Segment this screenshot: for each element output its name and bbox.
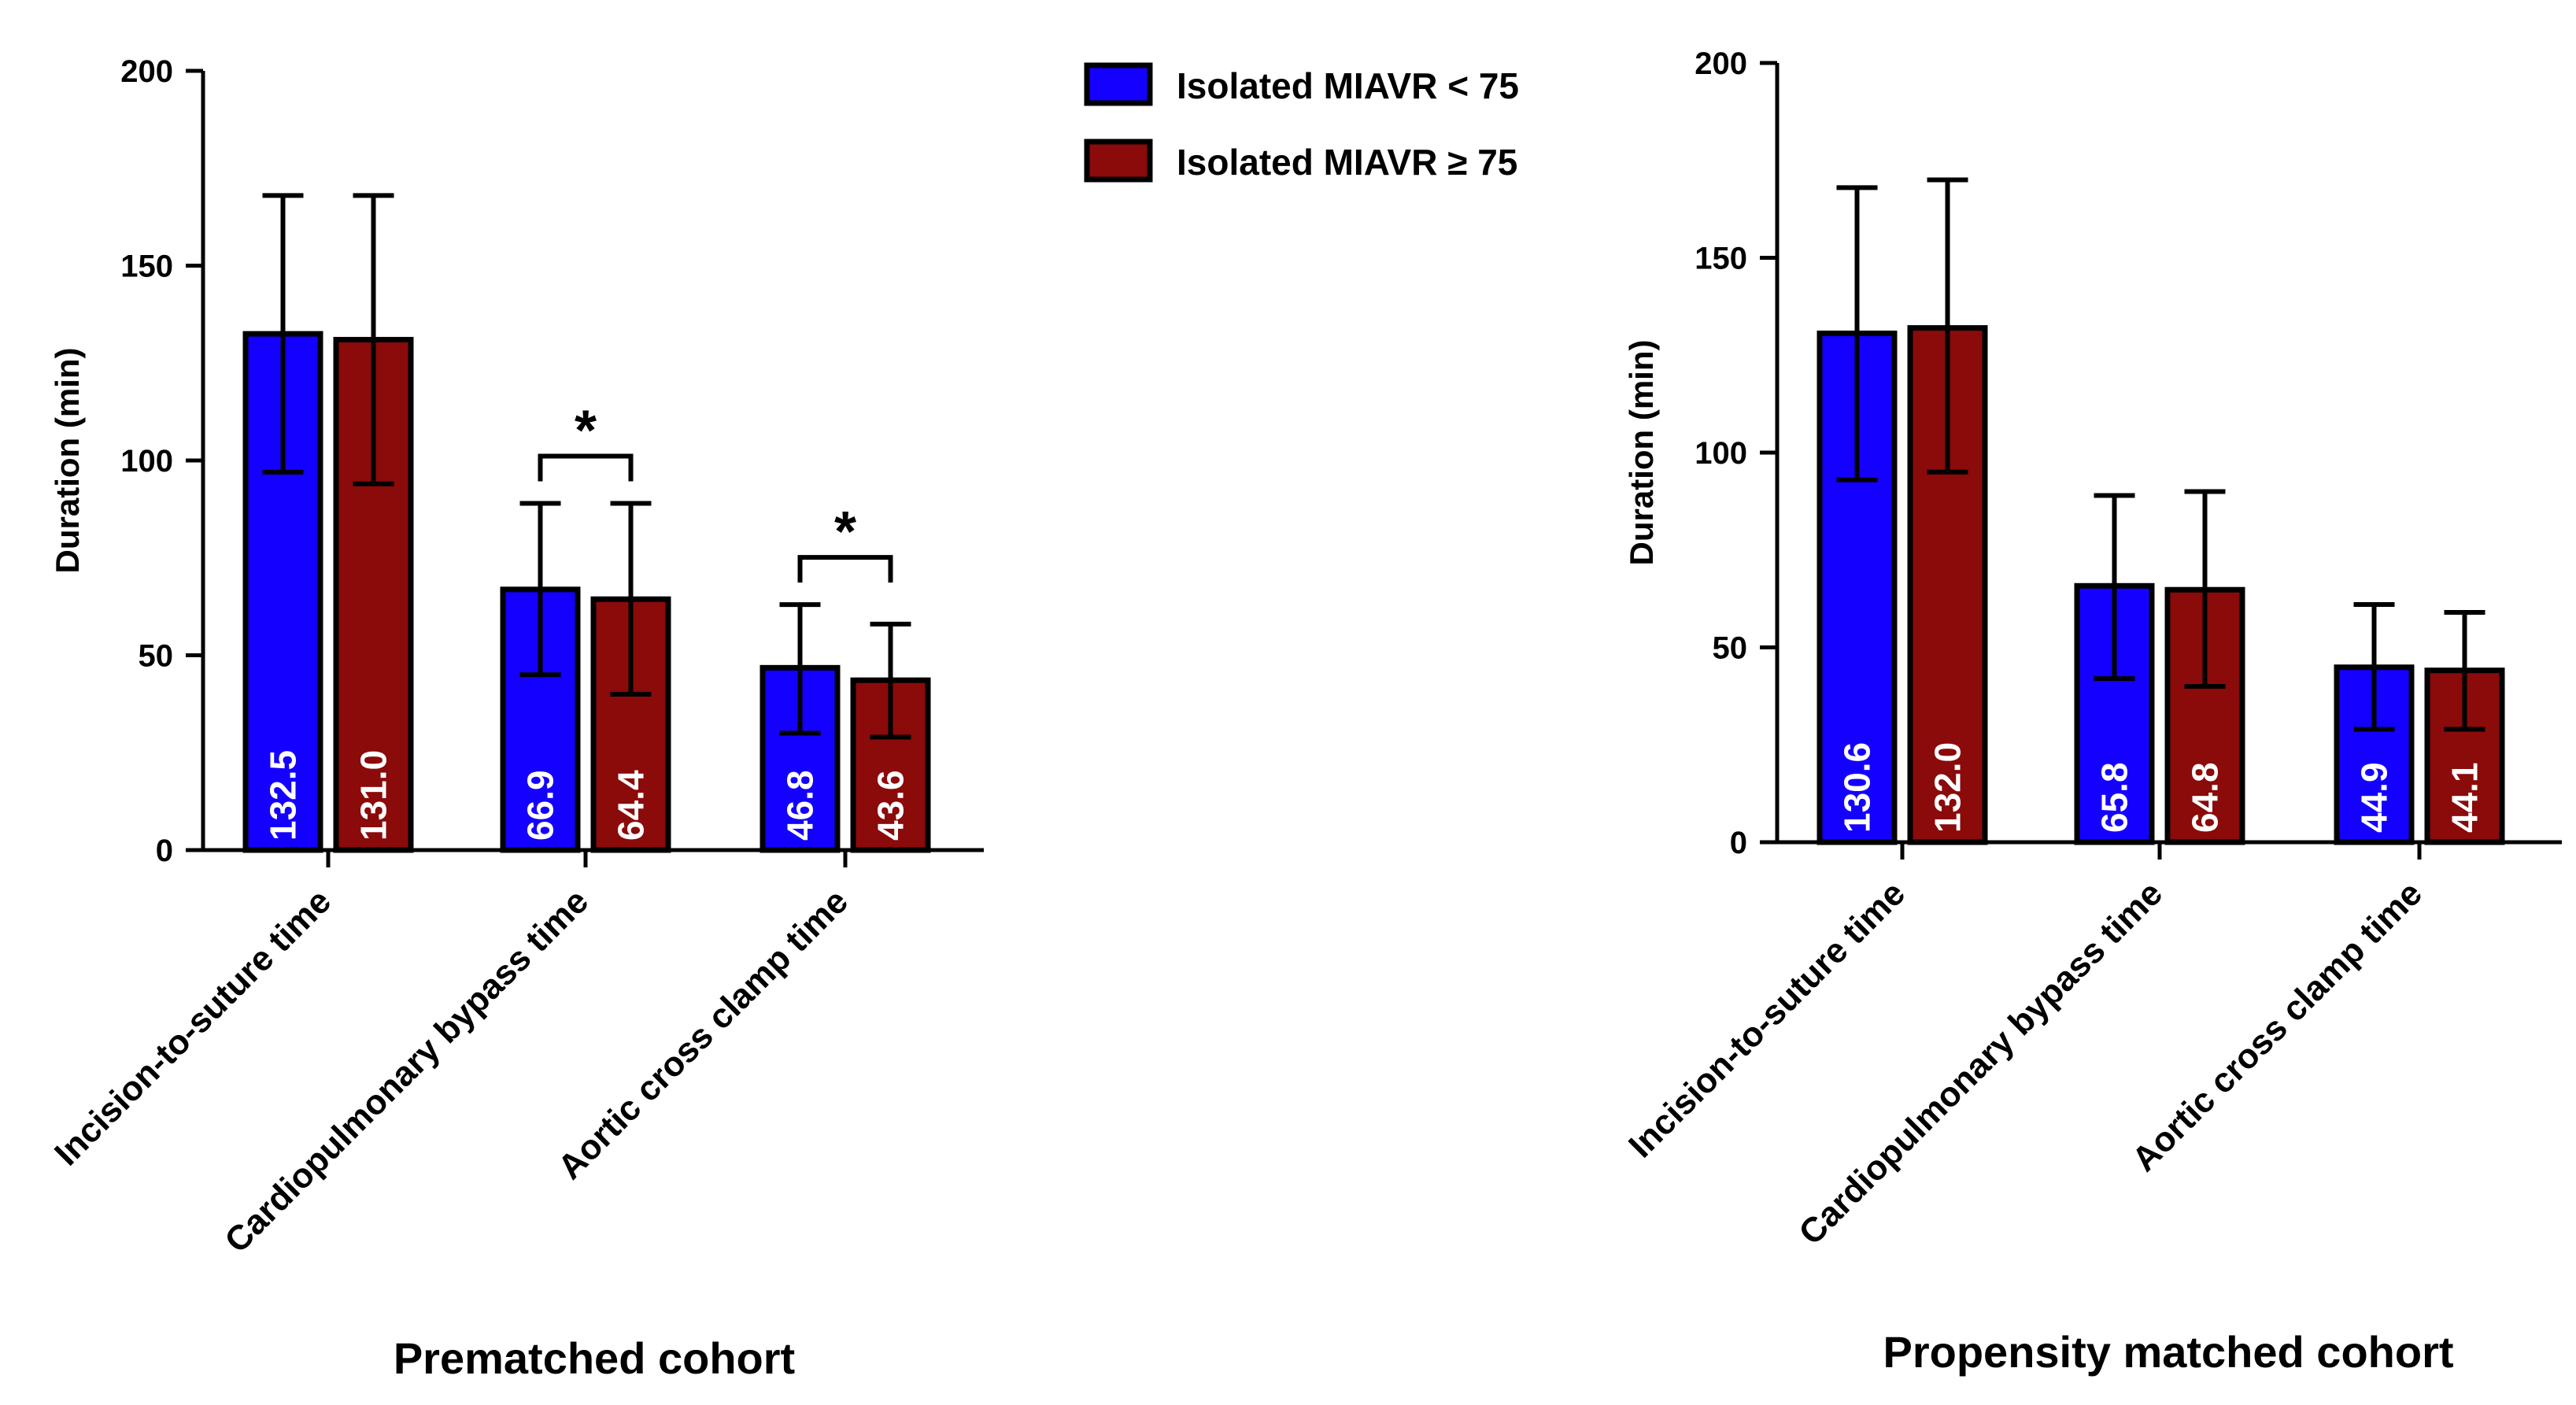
y-axis-title: Duration (min) xyxy=(49,348,86,574)
propensity-matched-chart: 0 50 100 150 200 Duration (min) 130.6 132.0 Inci… xyxy=(1621,46,2562,1377)
significance-bracket xyxy=(797,555,893,583)
y-tick-label: 0 xyxy=(1730,826,1747,860)
y-tick-label: 200 xyxy=(120,54,173,89)
bar-value-label: 43.6 xyxy=(870,770,911,841)
bar-value-label: 66.9 xyxy=(520,770,561,841)
legend-swatch-under-75 xyxy=(1084,62,1153,106)
y-tick-label: 0 xyxy=(156,834,173,868)
bar-value-label: 130.6 xyxy=(1837,742,1878,833)
bar-value-label: 44.9 xyxy=(2354,762,2395,833)
y-tick-label: 100 xyxy=(120,444,173,479)
x-category-label: Incision-to-suture time xyxy=(47,882,338,1173)
legend: Isolated MIAVR < 75 Isolated MIAVR ≥ 75 xyxy=(1084,62,1519,183)
y-axis-title: Duration (min) xyxy=(1623,340,1660,566)
bar-value-label: 64.4 xyxy=(611,770,652,841)
x-category-label: Aortic cross clamp time xyxy=(551,882,856,1186)
significance-star: * xyxy=(834,501,856,564)
significance-bracket xyxy=(538,453,634,482)
y-tick-label: 150 xyxy=(1695,242,1747,276)
bar-value-label: 65.8 xyxy=(2094,762,2135,833)
y-tick-label: 50 xyxy=(1713,631,1748,666)
x-category-label: Aortic cross clamp time xyxy=(2125,874,2430,1178)
bar-value-label: 132.5 xyxy=(263,750,304,841)
bar-value-label: 132.0 xyxy=(1927,742,1968,833)
y-tick-label: 150 xyxy=(120,250,173,284)
significance-star: * xyxy=(575,399,597,462)
bar-value-label: 64.8 xyxy=(2185,762,2226,833)
y-tick-label: 200 xyxy=(1695,46,1747,81)
legend-label-under-75: Isolated MIAVR < 75 xyxy=(1177,65,1519,106)
bar-value-label: 44.1 xyxy=(2445,762,2485,833)
bar-value-label: 46.8 xyxy=(780,770,821,841)
legend-label-75-plus: Isolated MIAVR ≥ 75 xyxy=(1177,142,1517,183)
bar-prematched-under-75 xyxy=(500,586,581,853)
bar-value-label: 131.0 xyxy=(353,750,394,841)
y-tick-label: 50 xyxy=(139,639,174,674)
x-category-label: Incision-to-suture time xyxy=(1621,874,1913,1165)
cohort-title: Prematched cohort xyxy=(394,1333,795,1383)
cohort-title: Propensity matched cohort xyxy=(1883,1327,2453,1377)
prematched-chart: 0 50 100 150 200 Duration (min) 132.5 131.0 Inci… xyxy=(47,54,984,1383)
legend-swatch-75-plus xyxy=(1084,139,1153,183)
y-tick-label: 100 xyxy=(1695,436,1747,471)
